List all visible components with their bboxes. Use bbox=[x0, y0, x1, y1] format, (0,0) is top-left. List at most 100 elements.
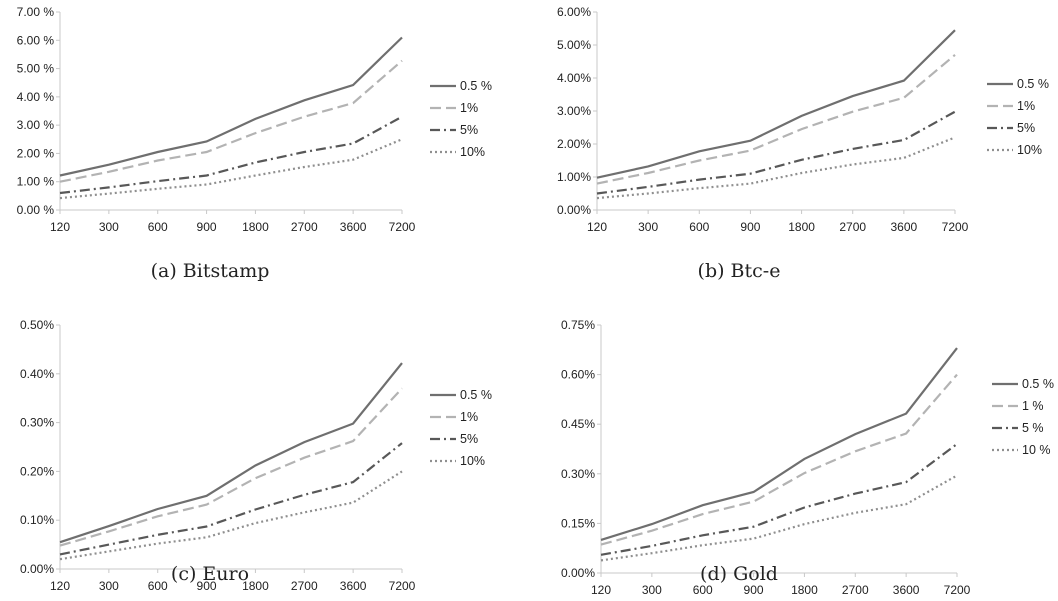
y-tick-label: 0.45% bbox=[561, 417, 595, 431]
y-tick-label: 2.00 % bbox=[17, 146, 55, 160]
series-line-3 bbox=[59, 115, 403, 195]
chart-panel-b: 0.00% 1.00% 2.00% 3.00% 4.00% 5.00% 6.00% 120 30… bbox=[529, 0, 1058, 300]
chart-panel-d: 0.00% 0.15% 0.30% 0.45% 0.60% 0.75% 120 300 600 9… bbox=[529, 301, 1058, 601]
legend-label-3: 5% bbox=[460, 123, 478, 137]
x-tick-label: 900 bbox=[197, 220, 217, 234]
x-tick-label: 7200 bbox=[389, 220, 416, 234]
y-tick-label: 0.20% bbox=[20, 464, 54, 478]
x-tick-label: 3600 bbox=[893, 583, 920, 597]
x-tick-label: 600 bbox=[689, 220, 709, 234]
legend-label-2: 1 % bbox=[1022, 399, 1044, 413]
legend-label-2: 1% bbox=[460, 410, 478, 424]
x-tick-label: 600 bbox=[148, 220, 168, 234]
x-tick-label: 120 bbox=[591, 583, 611, 597]
y-tick-label: 0.60% bbox=[561, 368, 595, 382]
y-tick-label: 0.10% bbox=[20, 513, 54, 527]
x-tick-label: 900 bbox=[744, 583, 764, 597]
y-tick-label: 2.00% bbox=[557, 137, 591, 151]
x-tick-label: 7200 bbox=[389, 579, 416, 593]
legend-label-1: 0.5 % bbox=[460, 388, 492, 402]
series-line-1 bbox=[59, 36, 403, 177]
x-tick-label: 300 bbox=[638, 220, 658, 234]
y-tick-label: 3.00% bbox=[557, 104, 591, 118]
y-tick-label: 0.75% bbox=[561, 318, 595, 332]
y-tick-label: 0.50% bbox=[20, 318, 54, 332]
chart-panel-a: 0.00 % 1.00 % 2.00 % 3.00 % 4.00 % 5.00 % 6.00… bbox=[0, 0, 529, 300]
legend-label-4: 10% bbox=[460, 454, 485, 468]
legend-label-2: 1% bbox=[1017, 99, 1035, 113]
chart-svg-a: 0.00 % 1.00 % 2.00 % 3.00 % 4.00 % 5.00 % 6.00… bbox=[17, 5, 492, 234]
chart-svg-b: 0.00% 1.00% 2.00% 3.00% 4.00% 5.00% 6.00% 120 30… bbox=[557, 5, 1049, 234]
legend-label-1: 0.5 % bbox=[1017, 77, 1049, 91]
x-tick-label: 300 bbox=[642, 583, 662, 597]
y-tick-label: 4.00% bbox=[557, 71, 591, 85]
x-tick-label: 900 bbox=[740, 220, 760, 234]
y-tick-label: 0.15% bbox=[561, 516, 595, 530]
y-tick-label: 1.00 % bbox=[17, 175, 55, 189]
x-tick-label: 120 bbox=[587, 220, 607, 234]
x-tick-label: 900 bbox=[197, 579, 217, 593]
chart-svg-c: 0.00% 0.10% 0.20% 0.30% 0.40% 0.50% 120 300 600 9… bbox=[20, 318, 492, 593]
x-tick-label: 3600 bbox=[891, 220, 918, 234]
y-tick-label: 5.00% bbox=[557, 38, 591, 52]
legend-label-3: 5 % bbox=[1022, 421, 1044, 435]
x-tick-label: 1800 bbox=[242, 220, 269, 234]
legend-label-3: 5% bbox=[460, 432, 478, 446]
x-tick-label: 120 bbox=[50, 579, 70, 593]
chart-caption-c: (c) Euro bbox=[170, 563, 250, 585]
series-line-4 bbox=[59, 138, 403, 200]
y-tick-label: 0.30% bbox=[561, 467, 595, 481]
series-line-1 bbox=[59, 362, 403, 544]
legend-label-1: 0.5 % bbox=[1022, 377, 1054, 391]
series-line-3 bbox=[600, 443, 958, 556]
x-tick-label: 600 bbox=[693, 583, 713, 597]
y-tick-label: 7.00 % bbox=[17, 5, 55, 19]
y-tick-label: 0.00% bbox=[20, 562, 54, 576]
y-tick-label: 0.30% bbox=[20, 416, 54, 430]
x-tick-label: 2700 bbox=[291, 220, 318, 234]
y-tick-label: 0.40% bbox=[20, 367, 54, 381]
series-line-2 bbox=[59, 59, 403, 183]
chart-panel-c: 0.00% 0.10% 0.20% 0.30% 0.40% 0.50% 120 300 600 9… bbox=[0, 301, 529, 601]
y-tick-label: 0.00% bbox=[561, 566, 595, 580]
y-tick-label: 1.00% bbox=[557, 170, 591, 184]
chart-caption-a: (a) Bitstamp bbox=[150, 260, 270, 282]
series-line-4 bbox=[600, 474, 958, 562]
series-line-1 bbox=[596, 29, 956, 179]
series-line-3 bbox=[59, 442, 403, 556]
legend-label-1: 0.5 % bbox=[460, 79, 492, 93]
x-tick-label: 1800 bbox=[788, 220, 815, 234]
y-tick-label: 4.00 % bbox=[17, 90, 55, 104]
x-tick-label: 600 bbox=[148, 579, 168, 593]
x-tick-label: 3600 bbox=[340, 220, 367, 234]
legend-label-4: 10 % bbox=[1022, 443, 1051, 457]
legend-label-3: 5% bbox=[1017, 121, 1035, 135]
series-line-2 bbox=[600, 373, 958, 546]
series-line-2 bbox=[596, 54, 956, 185]
chart-caption-d: (d) Gold bbox=[700, 563, 778, 585]
x-tick-label: 2700 bbox=[842, 583, 869, 597]
y-tick-label: 6.00% bbox=[557, 5, 591, 19]
x-tick-label: 120 bbox=[50, 220, 70, 234]
y-tick-label: 5.00 % bbox=[17, 62, 55, 76]
series-line-1 bbox=[600, 347, 958, 541]
x-tick-label: 3600 bbox=[340, 579, 367, 593]
x-tick-label: 1800 bbox=[791, 583, 818, 597]
y-tick-label: 0.00 % bbox=[17, 203, 55, 217]
series-line-3 bbox=[596, 110, 956, 195]
y-tick-label: 3.00 % bbox=[17, 118, 55, 132]
x-tick-label: 2700 bbox=[839, 220, 866, 234]
x-tick-label: 300 bbox=[99, 220, 119, 234]
x-tick-label: 7200 bbox=[944, 583, 971, 597]
y-tick-label: 0.00% bbox=[557, 203, 591, 217]
chart-caption-b: (b) Btc-e bbox=[697, 260, 781, 282]
legend-label-4: 10% bbox=[1017, 143, 1042, 157]
x-tick-label: 1800 bbox=[242, 579, 269, 593]
series-line-4 bbox=[596, 136, 956, 200]
x-tick-label: 2700 bbox=[291, 579, 318, 593]
x-tick-label: 7200 bbox=[942, 220, 969, 234]
series-line-4 bbox=[59, 470, 403, 561]
chart-svg-d: 0.00% 0.15% 0.30% 0.45% 0.60% 0.75% 120 300 600 9… bbox=[561, 318, 1054, 597]
legend-label-2: 1% bbox=[460, 101, 478, 115]
legend-label-4: 10% bbox=[460, 145, 485, 159]
